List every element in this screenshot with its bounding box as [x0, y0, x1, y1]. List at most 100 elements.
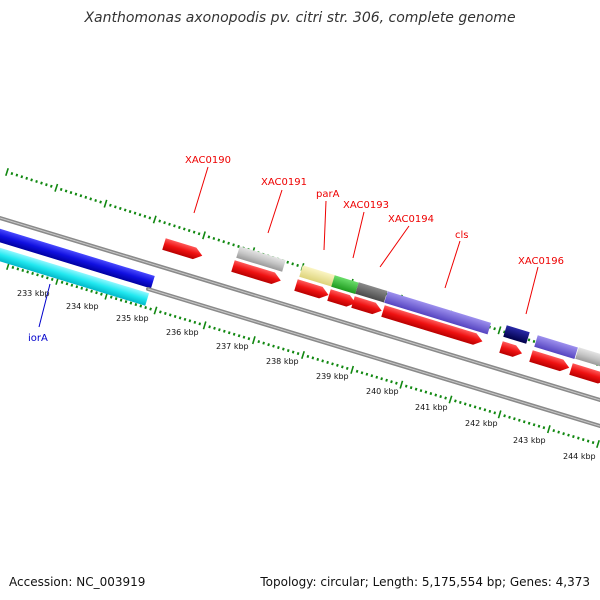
ruler-minor-tick [277, 345, 280, 350]
ruler-minor-tick [178, 316, 182, 320]
ruler-minor-tick [532, 423, 536, 427]
ruler-major-tick [497, 410, 502, 419]
ruler-minor-tick [232, 332, 236, 336]
gene-label-iora[interactable]: iorA [28, 333, 48, 344]
gene-label-xac0193[interactable]: XAC0193 [343, 200, 389, 211]
ruler-minor-tick [336, 363, 339, 367]
ruler-minor-tick [237, 244, 240, 249]
ruler-minor-tick [262, 341, 265, 345]
ruler-minor-tick [272, 344, 275, 348]
kbp-label: 238 kbp [266, 357, 299, 366]
ruler-minor-tick [59, 187, 63, 192]
ruler-minor-tick [208, 325, 211, 329]
ruler-minor-tick [207, 235, 211, 239]
ruler-minor-tick [148, 216, 152, 220]
ruler-minor-tick [434, 393, 438, 397]
gene-label-para[interactable]: parA [316, 189, 340, 200]
ruler-minor-tick [144, 306, 147, 310]
ruler-major-tick [546, 425, 551, 434]
ruler-minor-tick [237, 334, 241, 338]
ruler-minor-tick [218, 328, 221, 332]
ruler-major-tick [448, 395, 453, 404]
ruler-minor-tick [79, 194, 83, 198]
ruler-minor-tick [286, 260, 290, 264]
kbp-label: 236 kbp [166, 328, 199, 337]
ruler-minor-tick [267, 343, 270, 347]
ruler-minor-tick [232, 243, 235, 247]
ruler-minor-tick [439, 395, 442, 399]
ruler-minor-tick [36, 273, 39, 277]
ruler-minor-tick [188, 319, 192, 323]
gene-gray-1 [236, 246, 286, 272]
gene-label-xac0191[interactable]: XAC0191 [261, 177, 307, 188]
ruler-minor-tick [50, 277, 54, 281]
ruler-major-tick [251, 336, 256, 345]
ruler-minor-tick [134, 303, 138, 307]
kbp-label: 240 kbp [366, 387, 399, 396]
gene-label-xac0196[interactable]: XAC0196 [518, 256, 564, 267]
ruler-minor-tick [360, 371, 364, 375]
blue-protein-bar [0, 223, 155, 289]
ruler-minor-tick [164, 311, 167, 315]
ruler-minor-tick [178, 225, 181, 230]
ruler-minor-tick [173, 224, 176, 228]
ruler-minor-tick [168, 313, 172, 317]
ruler-minor-tick [119, 298, 123, 302]
gene-label-xac0194[interactable]: XAC0194 [388, 214, 434, 225]
ruler-minor-tick [128, 209, 132, 214]
ruler-minor-tick [326, 360, 329, 365]
ruler-minor-tick [227, 331, 231, 335]
ruler-minor-tick [493, 327, 496, 331]
gene-dark-gray [355, 282, 388, 303]
ruler-minor-tick [503, 414, 506, 418]
ruler-minor-tick [109, 295, 113, 299]
ruler-minor-tick [21, 268, 25, 272]
ruler-minor-tick [552, 429, 556, 433]
gene-green [331, 275, 359, 295]
ruler-minor-tick [197, 232, 201, 236]
ruler-minor-tick [31, 271, 34, 276]
ruler-minor-tick [537, 424, 541, 428]
ruler-minor-tick [306, 354, 310, 359]
ruler-minor-tick [493, 411, 497, 415]
gene-arrow-cls [381, 305, 483, 345]
genome-backbone [0, 216, 600, 402]
ruler-minor-tick [473, 405, 477, 409]
ruler-major-tick [497, 326, 502, 335]
ruler-minor-tick [45, 183, 48, 187]
gene-label-xac0190[interactable]: XAC0190 [185, 155, 231, 166]
accession-text: Accession: NC_003919 [9, 575, 145, 589]
ruler-minor-tick [409, 386, 413, 390]
ruler-minor-tick [345, 366, 349, 370]
ruler-minor-tick [163, 221, 166, 225]
kbp-label: 237 kbp [216, 342, 249, 351]
kbp-label: 233 kbp [17, 289, 50, 298]
ruler-minor-tick [296, 263, 299, 268]
ruler-minor-tick [591, 440, 595, 445]
ruler-major-tick [301, 350, 305, 360]
ruler-minor-tick [478, 406, 482, 410]
kbp-labels: 233 kbp 234 kbp 235 kbp 236 kbp 237 kbp … [17, 289, 596, 461]
ruler-minor-tick [581, 438, 585, 442]
ruler-minor-tick [11, 265, 15, 270]
ruler-minor-tick [94, 199, 97, 202]
ruler-minor-tick [390, 380, 393, 384]
ruler-minor-tick [532, 339, 536, 344]
ruler-minor-tick [133, 211, 137, 215]
ruler-minor-tick [503, 330, 506, 334]
ruler-minor-tick [173, 314, 177, 318]
ruler-minor-tick [419, 389, 423, 393]
ruler-major-tick [596, 439, 600, 449]
gene-row-upper [236, 246, 600, 371]
ruler-minor-tick [159, 310, 162, 314]
ruler-minor-tick [64, 189, 68, 193]
kbp-label: 242 kbp [465, 419, 498, 428]
gene-label-cls[interactable]: cls [455, 230, 469, 241]
ruler-minor-tick [25, 176, 29, 180]
ruler-minor-tick [459, 400, 462, 404]
ruler-minor-tick [331, 362, 334, 366]
ruler-minor-tick [99, 200, 102, 204]
ruler-minor-tick [69, 190, 73, 195]
ruler-minor-tick [424, 390, 428, 394]
